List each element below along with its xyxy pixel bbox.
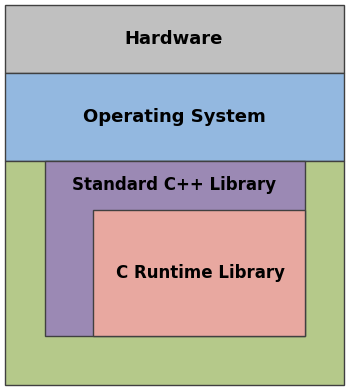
Text: Standard C++ Library: Standard C++ Library (72, 176, 276, 194)
Bar (5, 161, 344, 385)
Bar (45, 161, 305, 336)
Text: Operating System: Operating System (83, 108, 265, 126)
Text: Application: Application (117, 170, 231, 188)
Bar (5, 73, 344, 161)
Text: C Runtime Library: C Runtime Library (116, 264, 284, 282)
Bar (93, 210, 305, 336)
Text: Hardware: Hardware (125, 30, 223, 48)
Bar (5, 5, 344, 73)
